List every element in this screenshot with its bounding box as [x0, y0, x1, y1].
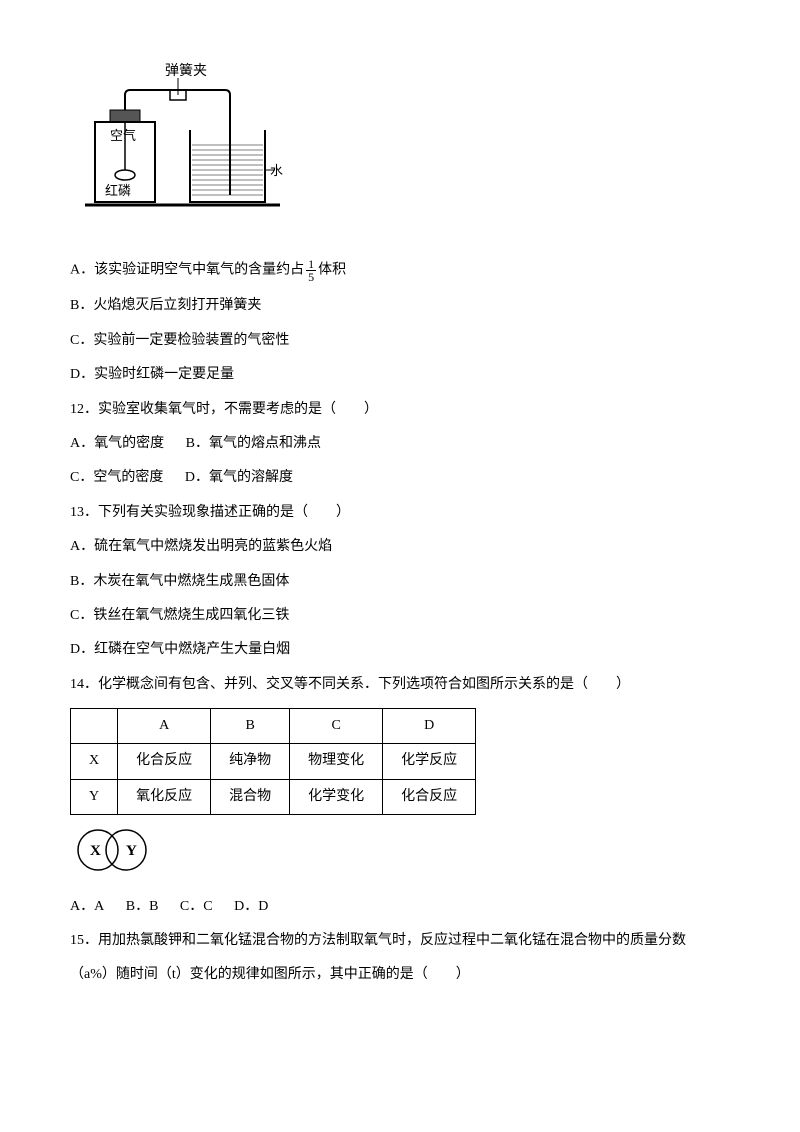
venn-label-x: X [90, 843, 101, 859]
q12-option-a: A．氧气的密度 [70, 436, 164, 451]
q11-option-d: D．实验时红磷一定要足量 [70, 364, 730, 386]
q13-option-a: A．硫在氧气中燃烧发出明亮的蓝紫色火焰 [70, 536, 730, 558]
venn-label-y: Y [126, 843, 137, 859]
venn-diagram: X Y [70, 825, 730, 883]
row-x-a: 化合反应 [118, 744, 211, 779]
table-header-b: B [211, 709, 290, 744]
table-header-d: D [383, 709, 476, 744]
q12-option-d: D．氧气的溶解度 [185, 470, 293, 485]
q14-stem: 14．化学概念间有包含、并列、交叉等不同关系．下列选项符合如图所示关系的是（ ） [70, 674, 730, 696]
row-x-label: X [71, 744, 118, 779]
q14-option-c: C．C [180, 899, 213, 914]
label-water: 水 [270, 163, 283, 178]
q14-option-d: D．D [234, 899, 268, 914]
table-row-y: Y 氧化反应 混合物 化学变化 化合反应 [71, 779, 476, 814]
row-y-b: 混合物 [211, 779, 290, 814]
q13-stem: 13．下列有关实验现象描述正确的是（ ） [70, 502, 730, 524]
q12-option-b: B．氧气的熔点和沸点 [186, 436, 321, 451]
q12-options-row2: C．空气的密度 D．氧气的溶解度 [70, 467, 730, 489]
table-header-blank [71, 709, 118, 744]
q11-a-post: 体积 [318, 263, 346, 278]
table-header-a: A [118, 709, 211, 744]
row-y-d: 化合反应 [383, 779, 476, 814]
apparatus-diagram: 弹簧夹 空气 红磷 [70, 60, 730, 238]
row-y-a: 氧化反应 [118, 779, 211, 814]
table-header-c: C [290, 709, 383, 744]
label-clip: 弹簧夹 [165, 63, 207, 79]
table-header-row: A B C D [71, 709, 476, 744]
q14-option-b: B．B [126, 899, 159, 914]
q12-options-row1: A．氧气的密度 B．氧气的熔点和沸点 [70, 433, 730, 455]
table-row-x: X 化合反应 纯净物 物理变化 化学反应 [71, 744, 476, 779]
q15-stem-line2: （a%）随时间（t）变化的规律如图所示，其中正确的是（ ） [70, 964, 730, 986]
label-air: 空气 [110, 128, 136, 143]
row-x-c: 物理变化 [290, 744, 383, 779]
q14-option-a: A．A [70, 899, 104, 914]
q11-option-a: A．该实验证明空气中氧气的含量约占15体积 [70, 258, 730, 283]
q13-option-b: B．木炭在氧气中燃烧生成黑色固体 [70, 571, 730, 593]
q11-option-b: B．火焰熄灭后立刻打开弹簧夹 [70, 295, 730, 317]
row-x-b: 纯净物 [211, 744, 290, 779]
row-y-c: 化学变化 [290, 779, 383, 814]
q13-option-d: D．红磷在空气中燃烧产生大量白烟 [70, 639, 730, 661]
q11-option-c: C．实验前一定要检验装置的气密性 [70, 330, 730, 352]
fraction-one-fifth: 15 [306, 258, 316, 283]
q14-options: A．A B．B C．C D．D [70, 896, 730, 918]
q12-stem: 12．实验室收集氧气时，不需要考虑的是（ ） [70, 399, 730, 421]
q13-option-c: C．铁丝在氧气燃烧生成四氧化三铁 [70, 605, 730, 627]
q15-stem-line1: 15．用加热氯酸钾和二氧化锰混合物的方法制取氧气时，反应过程中二氧化锰在混合物中… [70, 930, 730, 952]
row-y-label: Y [71, 779, 118, 814]
q14-table: A B C D X 化合反应 纯净物 物理变化 化学反应 Y 氧化反应 混合物 … [70, 708, 476, 815]
q12-option-c: C．空气的密度 [70, 470, 163, 485]
row-x-d: 化学反应 [383, 744, 476, 779]
label-phos: 红磷 [105, 183, 131, 198]
q11-a-pre: A．该实验证明空气中氧气的含量约占 [70, 263, 304, 278]
